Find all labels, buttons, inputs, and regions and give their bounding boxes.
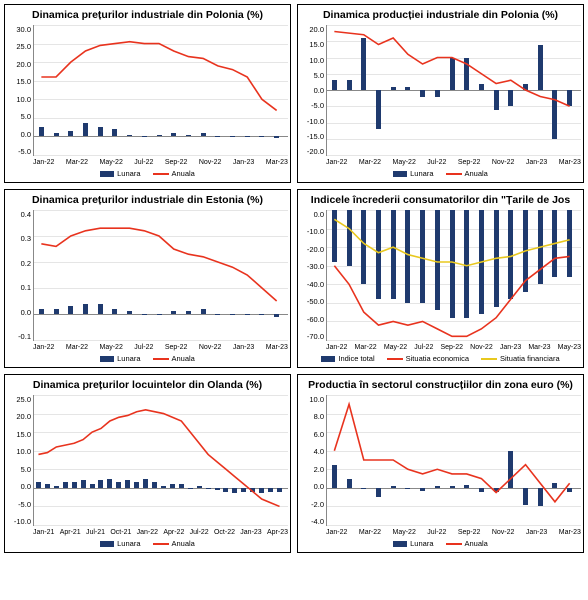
swatch-line-icon <box>446 543 462 545</box>
legend-item: Lunara <box>393 539 433 548</box>
series-line <box>38 410 279 507</box>
swatch-bar-icon <box>393 541 407 547</box>
x-axis: Jan-21Apr-21Jul-21Oct-21Jan-22Apr-22Jul-… <box>7 526 288 536</box>
chart-euro-construction: Productia în sectorul construcțiilor din… <box>297 374 584 553</box>
legend-item: Anuala <box>153 354 195 363</box>
line-layer <box>34 395 284 525</box>
y-axis: 25.020.015.010.05.00.0-5.0-10.0 <box>7 395 33 526</box>
legend-item: Anuala <box>446 539 488 548</box>
swatch-line-icon <box>446 173 462 175</box>
legend-label: Lunara <box>410 169 433 178</box>
line-layer <box>34 210 284 340</box>
legend-label: Lunara <box>410 539 433 548</box>
swatch-line-icon <box>481 358 497 360</box>
legend-item: Lunara <box>100 169 140 178</box>
swatch-bar-icon <box>321 356 335 362</box>
line-layer <box>327 395 577 525</box>
chart-title: Productia în sectorul construcțiilor din… <box>300 377 581 395</box>
series-line <box>334 404 569 502</box>
x-axis: Jan-22Mar-22May-22Jul-22Sep-22Nov-22Jan-… <box>7 156 288 166</box>
legend-item: Lunara <box>100 539 140 548</box>
legend-label: Lunara <box>117 169 140 178</box>
chart-nl-confidence: Indicele încrederii consumatorilor din "… <box>297 189 584 368</box>
x-axis: Jan-22Mar-22May-22Jul-22Sep-22Nov-22Jan-… <box>300 341 581 351</box>
chart-title: Dinamica producției industriale din Polo… <box>300 7 581 25</box>
series-line <box>334 219 569 265</box>
chart-title: Dinamica prețurilor industriale din Esto… <box>7 192 288 210</box>
legend-label: Anuala <box>172 169 195 178</box>
x-axis: Jan-22Mar-22May-22Jul-22Sep-22Nov-22Jan-… <box>300 156 581 166</box>
line-layer <box>327 210 577 340</box>
legend-item: Anuala <box>153 169 195 178</box>
x-axis: Jan-22Mar-22May-22Jul-22Sep-22Nov-22Jan-… <box>7 341 288 351</box>
chart-title: Dinamica prețurilor locuintelor din Olan… <box>7 377 288 395</box>
swatch-line-icon <box>387 358 403 360</box>
legend-label: Anuala <box>465 169 488 178</box>
line-layer <box>327 25 577 155</box>
legend-item: Anuala <box>446 169 488 178</box>
x-axis: Jan-22Mar-22May-22Jul-22Sep-22Nov-22Jan-… <box>300 526 581 536</box>
series-line <box>41 42 276 111</box>
y-axis: 0.40.30.20.10.0-0.1 <box>7 210 33 341</box>
legend-item: Situatia financiara <box>481 354 560 363</box>
chart-nl-house-prices: Dinamica prețurilor locuintelor din Olan… <box>4 374 291 553</box>
series-line <box>334 256 569 336</box>
plot-area <box>326 25 581 156</box>
plot-area <box>33 395 288 526</box>
legend-item: Anuala <box>153 539 195 548</box>
legend-label: Situatia economica <box>406 354 469 363</box>
swatch-bar-icon <box>393 171 407 177</box>
swatch-bar-icon <box>100 356 114 362</box>
legend-item: Indice total <box>321 354 374 363</box>
y-axis: 0.0-10.0-20.0-30.0-40.0-50.0-60.0-70.0 <box>300 210 326 341</box>
legend: Lunara Anuala <box>7 536 288 548</box>
plot-area <box>33 25 288 156</box>
legend-label: Anuala <box>465 539 488 548</box>
swatch-line-icon <box>153 173 169 175</box>
legend: Lunara Anuala <box>300 536 581 548</box>
legend-item: Lunara <box>100 354 140 363</box>
line-layer <box>34 25 284 155</box>
legend-label: Anuala <box>172 539 195 548</box>
legend-item: Lunara <box>393 169 433 178</box>
legend-label: Lunara <box>117 539 140 548</box>
legend-label: Situatia financiara <box>500 354 560 363</box>
legend: Indice total Situatia economica Situatia f… <box>300 351 581 363</box>
series-line <box>41 228 276 301</box>
chart-poland-prices: Dinamica prețurilor industriale din Polo… <box>4 4 291 183</box>
legend-label: Lunara <box>117 354 140 363</box>
legend-label: Indice total <box>338 354 374 363</box>
legend: Lunara Anuala <box>7 166 288 178</box>
charts-grid: Dinamica prețurilor industriale din Polo… <box>4 4 584 553</box>
legend: Lunara Anuala <box>7 351 288 363</box>
swatch-bar-icon <box>100 171 114 177</box>
legend-item: Situatia economica <box>387 354 469 363</box>
chart-title: Dinamica prețurilor industriale din Polo… <box>7 7 288 25</box>
chart-poland-production: Dinamica producției industriale din Polo… <box>297 4 584 183</box>
plot-area <box>33 210 288 341</box>
swatch-line-icon <box>153 358 169 360</box>
series-line <box>334 32 569 107</box>
chart-title: Indicele încrederii consumatorilor din "… <box>300 192 581 210</box>
y-axis: 30.025.020.015.010.05.00.0-5.0 <box>7 25 33 156</box>
chart-estonia-prices: Dinamica prețurilor industriale din Esto… <box>4 189 291 368</box>
swatch-line-icon <box>153 543 169 545</box>
y-axis: 10.08.06.04.02.00.0-2.0-4.0 <box>300 395 326 526</box>
legend: Lunara Anuala <box>300 166 581 178</box>
legend-label: Anuala <box>172 354 195 363</box>
plot-area <box>326 395 581 526</box>
y-axis: 20.015.010.05.00.0-5.0-10.0-15.0-20.0 <box>300 25 326 156</box>
swatch-bar-icon <box>100 541 114 547</box>
plot-area <box>326 210 581 341</box>
